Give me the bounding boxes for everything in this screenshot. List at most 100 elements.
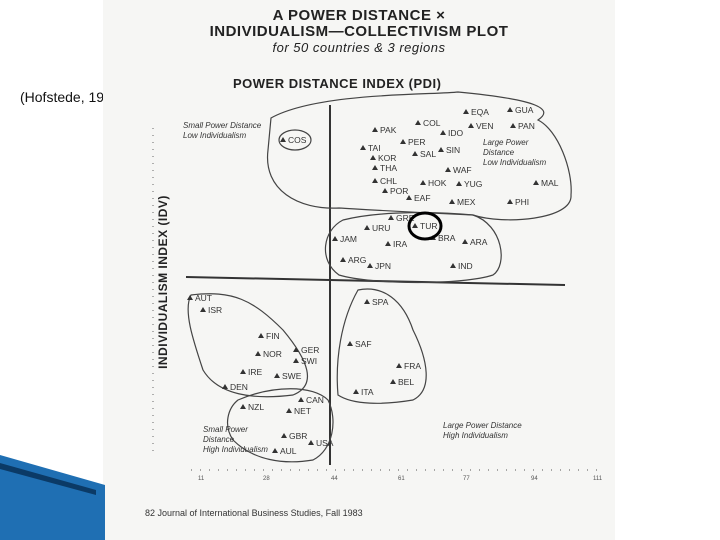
- x-axis-title: POWER DISTANCE INDEX (PDI): [233, 76, 442, 91]
- country-label: COS: [288, 135, 307, 145]
- x-tick-label: 77: [463, 476, 470, 482]
- country-label: ITA: [361, 387, 374, 397]
- triangle-marker: [412, 151, 418, 156]
- scatter-plot: COS PAK COL EQA GUA VEN PAN IDO TAI PER KOR SAL SIN T…: [152, 91, 603, 482]
- x-tick-label: 61: [398, 476, 405, 482]
- country-label: KOR: [378, 153, 396, 163]
- country-label: PAN: [518, 121, 535, 131]
- triangle-marker: [372, 178, 378, 183]
- country-label: EAF: [414, 193, 431, 203]
- country-label: AUT: [195, 293, 212, 303]
- country-label: AUL: [280, 446, 297, 456]
- country-label: YUG: [464, 179, 482, 189]
- triangle-marker: [510, 123, 516, 128]
- cluster-latin-europe: [336, 288, 427, 404]
- country-point-ira: IRA: [385, 239, 408, 249]
- triangle-marker: [187, 295, 193, 300]
- triangle-marker: [468, 123, 474, 128]
- quadrant-label-top-right: Distance: [483, 148, 515, 157]
- country-point-ido: IDO: [440, 128, 464, 138]
- triangle-marker: [364, 225, 370, 230]
- triangle-marker: [382, 188, 388, 193]
- triangle-marker: [370, 155, 376, 160]
- figure-title-line1: A POWER DISTANCE ×: [272, 7, 446, 24]
- country-label: PER: [408, 137, 425, 147]
- country-point-den: DEN: [222, 382, 248, 392]
- cluster-costa-rica: [278, 129, 312, 151]
- country-point-phi: PHI: [507, 197, 529, 207]
- triangle-marker: [390, 379, 396, 384]
- country-point-jam: JAM: [332, 234, 357, 244]
- triangle-marker: [388, 215, 394, 220]
- triangle-marker: [406, 195, 412, 200]
- country-point-swi: SWI: [293, 356, 317, 366]
- country-point-nor: NOR: [255, 349, 282, 359]
- country-label: WAF: [453, 165, 472, 175]
- country-label: HOK: [428, 178, 447, 188]
- triangle-marker: [507, 107, 513, 112]
- country-label: FRA: [404, 361, 421, 371]
- triangle-marker: [367, 263, 373, 268]
- quadrant-label-bottom-right: High Individualism: [443, 431, 508, 440]
- triangle-marker: [286, 408, 292, 413]
- country-label: SWI: [301, 356, 317, 366]
- country-point-cos: COS: [280, 135, 307, 145]
- triangle-marker: [456, 181, 462, 186]
- country-point-arg: ARG: [340, 255, 366, 265]
- country-point-can: CAN: [298, 395, 324, 405]
- triangle-marker: [298, 397, 304, 402]
- triangle-marker: [360, 145, 366, 150]
- country-point-gbr: GBR: [281, 431, 307, 441]
- country-label: IND: [458, 261, 473, 271]
- country-point-uru: URU: [364, 223, 390, 233]
- triangle-marker: [385, 241, 391, 246]
- triangle-marker: [412, 223, 418, 228]
- triangle-marker: [240, 404, 246, 409]
- triangle-marker: [222, 384, 228, 389]
- triangle-marker: [293, 347, 299, 352]
- country-label: JPN: [375, 261, 391, 271]
- country-point-bel: BEL: [390, 377, 414, 387]
- country-point-net: NET: [286, 406, 311, 416]
- quadrant-label-bottom-left: Distance: [203, 435, 235, 444]
- country-point-gua: GUA: [507, 105, 534, 115]
- triangle-marker: [372, 165, 378, 170]
- cluster-anglo: [226, 388, 334, 463]
- country-point-mal: MAL: [533, 178, 559, 188]
- country-point-kor: KOR: [370, 153, 396, 163]
- country-label: SWE: [282, 371, 302, 381]
- triangle-marker: [280, 137, 286, 142]
- country-label: THA: [380, 163, 397, 173]
- country-label: TUR: [420, 221, 437, 231]
- country-point-spa: SPA: [364, 297, 389, 307]
- ribbon-shape: [0, 455, 105, 540]
- country-point-swe: SWE: [274, 371, 302, 381]
- triangle-marker: [200, 307, 206, 312]
- triangle-marker: [274, 373, 280, 378]
- country-point-tai: TAI: [360, 143, 381, 153]
- country-label: PAK: [380, 125, 397, 135]
- country-label: BRA: [438, 233, 456, 243]
- country-point-waf: WAF: [445, 165, 472, 175]
- country-label: IDO: [448, 128, 464, 138]
- quadrant-label-top-right: Large Power: [483, 138, 529, 147]
- country-point-per: PER: [400, 137, 425, 147]
- country-label: POR: [390, 186, 408, 196]
- country-point-gre: GRE: [388, 213, 415, 223]
- triangle-marker: [507, 199, 513, 204]
- country-label: ARA: [470, 237, 488, 247]
- country-point-isr: ISR: [200, 305, 222, 315]
- x-tick-label: 111: [593, 476, 603, 482]
- x-tick-label: 11: [198, 476, 205, 482]
- country-label: NOR: [263, 349, 282, 359]
- triangle-marker: [255, 351, 261, 356]
- cluster-large-pd-low-ind: [266, 91, 572, 221]
- country-label: SAL: [420, 149, 436, 159]
- country-label: GUA: [515, 105, 534, 115]
- triangle-marker: [462, 239, 468, 244]
- country-point-tha: THA: [372, 163, 397, 173]
- triangle-marker: [258, 333, 264, 338]
- quadrant-label-bottom-right: Large Power Distance: [443, 421, 522, 430]
